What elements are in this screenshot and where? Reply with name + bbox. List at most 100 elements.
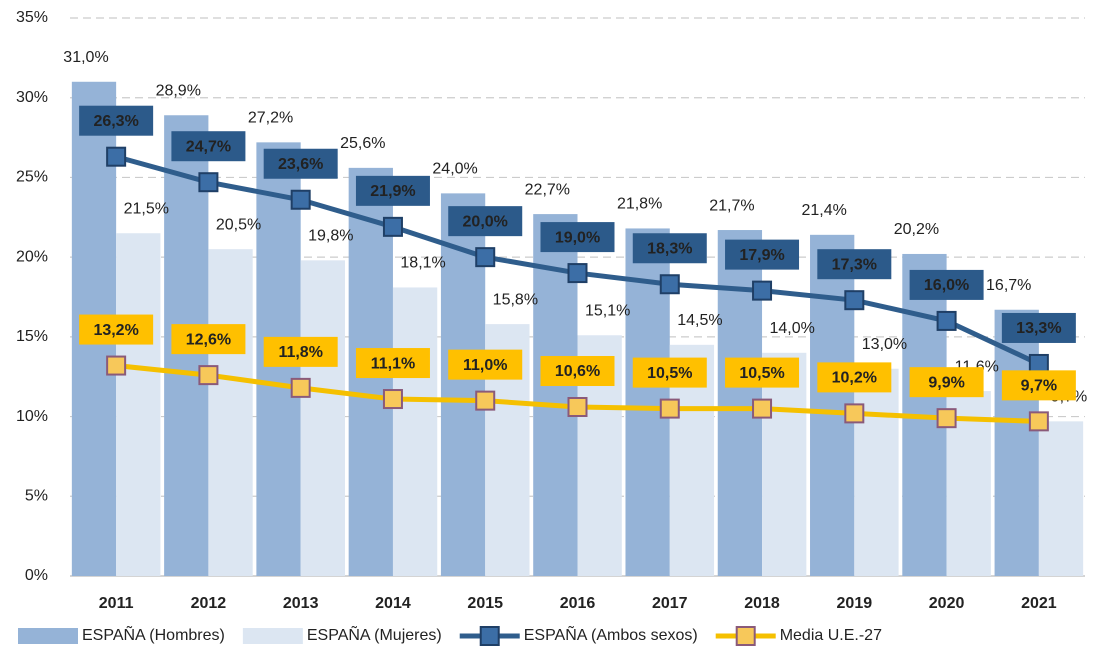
legend-marker — [735, 626, 756, 646]
label-box — [448, 206, 523, 237]
data-label: 10,5% — [647, 365, 692, 382]
label-box — [909, 269, 984, 300]
marker — [844, 290, 865, 311]
label-box — [263, 148, 338, 179]
legend-label: Media U.E.-27 — [780, 627, 882, 644]
marker — [752, 398, 773, 419]
data-label: 28,9% — [156, 82, 201, 99]
data-label: 9,7% — [1021, 378, 1057, 395]
data-label: 15,8% — [493, 291, 538, 308]
marker — [382, 389, 403, 410]
marker — [844, 403, 865, 424]
marker — [567, 263, 588, 284]
data-label: 24,0% — [432, 161, 477, 178]
data-label: 31,0% — [63, 49, 108, 66]
label-box — [355, 348, 430, 379]
x-tick-label: 2014 — [375, 595, 411, 612]
data-label: 17,3% — [832, 256, 877, 273]
data-label: 23,6% — [278, 156, 323, 173]
marker — [936, 408, 957, 429]
data-label: 11,0% — [463, 357, 507, 374]
marker — [290, 189, 311, 210]
data-label: 18,1% — [400, 255, 445, 272]
y-tick-label: 25% — [16, 169, 48, 186]
label-box — [171, 324, 246, 355]
marker — [659, 398, 680, 419]
x-tick-label: 2021 — [1021, 595, 1057, 612]
data-label: 21,5% — [124, 200, 169, 217]
label-box — [355, 175, 430, 206]
data-label: 13,3% — [1016, 320, 1061, 337]
marker — [659, 274, 680, 295]
data-label: 21,7% — [709, 197, 754, 214]
label-box — [79, 105, 154, 136]
y-tick-label: 0% — [25, 567, 48, 584]
data-label: 10,6% — [555, 363, 600, 380]
y-tick-label: 35% — [16, 9, 48, 26]
data-label: 13,0% — [862, 336, 907, 353]
data-label: 17,9% — [739, 247, 784, 264]
legend-label: ESPAÑA (Ambos sexos) — [524, 624, 698, 644]
legend-marker — [479, 626, 500, 646]
y-tick-label: 5% — [25, 488, 48, 505]
marker — [1028, 411, 1049, 432]
data-label: 15,1% — [585, 302, 630, 319]
marker — [752, 280, 773, 301]
label-box — [817, 249, 892, 280]
x-tick-label: 2016 — [560, 595, 596, 612]
bar — [762, 352, 807, 576]
marker — [106, 146, 127, 167]
data-label: 20,0% — [463, 213, 508, 230]
legend-label: ESPAÑA (Mujeres) — [307, 624, 442, 644]
marker — [198, 365, 219, 386]
data-label: 10,5% — [739, 365, 784, 382]
bar — [300, 260, 345, 576]
data-label: 27,2% — [248, 110, 293, 127]
data-label: 20,2% — [894, 221, 939, 238]
data-label: 21,4% — [801, 202, 846, 219]
data-label: 10,2% — [832, 370, 877, 387]
marker — [1028, 353, 1049, 374]
data-label: 11,8% — [278, 344, 322, 361]
y-tick-label: 15% — [16, 328, 48, 345]
label-box — [1001, 312, 1076, 343]
data-label: 14,5% — [677, 312, 722, 329]
data-label: 25,6% — [340, 135, 385, 152]
marker — [106, 355, 127, 376]
data-label: 21,9% — [370, 183, 415, 200]
bar — [994, 309, 1039, 576]
label-box — [540, 222, 615, 253]
label-box — [171, 131, 246, 162]
legend-label: ESPAÑA (Hombres) — [82, 624, 225, 644]
x-tick-label: 2013 — [283, 595, 319, 612]
x-tick-label: 2015 — [467, 595, 503, 612]
data-label: 11,1% — [371, 355, 415, 372]
x-tick-label: 2011 — [99, 595, 134, 612]
data-label: 14,0% — [770, 320, 815, 337]
x-tick-label: 2017 — [652, 595, 688, 612]
data-label: 13,2% — [93, 322, 138, 339]
label-box — [448, 349, 523, 380]
bar — [1038, 421, 1084, 576]
data-label: 16,0% — [924, 277, 969, 294]
x-tick-label: 2012 — [191, 595, 227, 612]
data-label: 26,3% — [93, 113, 138, 130]
data-label: 19,8% — [308, 228, 353, 245]
label-box — [909, 367, 984, 398]
label-box — [1001, 370, 1076, 401]
marker — [475, 390, 496, 411]
legend-swatch — [242, 628, 303, 644]
marker — [567, 397, 588, 418]
data-label: 19,0% — [555, 229, 600, 246]
marker — [475, 247, 496, 268]
data-label: 24,7% — [186, 138, 231, 155]
label-box — [540, 356, 615, 387]
x-tick-label: 2018 — [744, 595, 780, 612]
data-label: 20,5% — [216, 216, 261, 233]
label-box — [725, 357, 800, 388]
y-tick-label: 20% — [16, 248, 48, 265]
y-tick-label: 10% — [16, 408, 48, 425]
y-tick-label: 30% — [16, 89, 48, 106]
marker — [936, 310, 957, 331]
